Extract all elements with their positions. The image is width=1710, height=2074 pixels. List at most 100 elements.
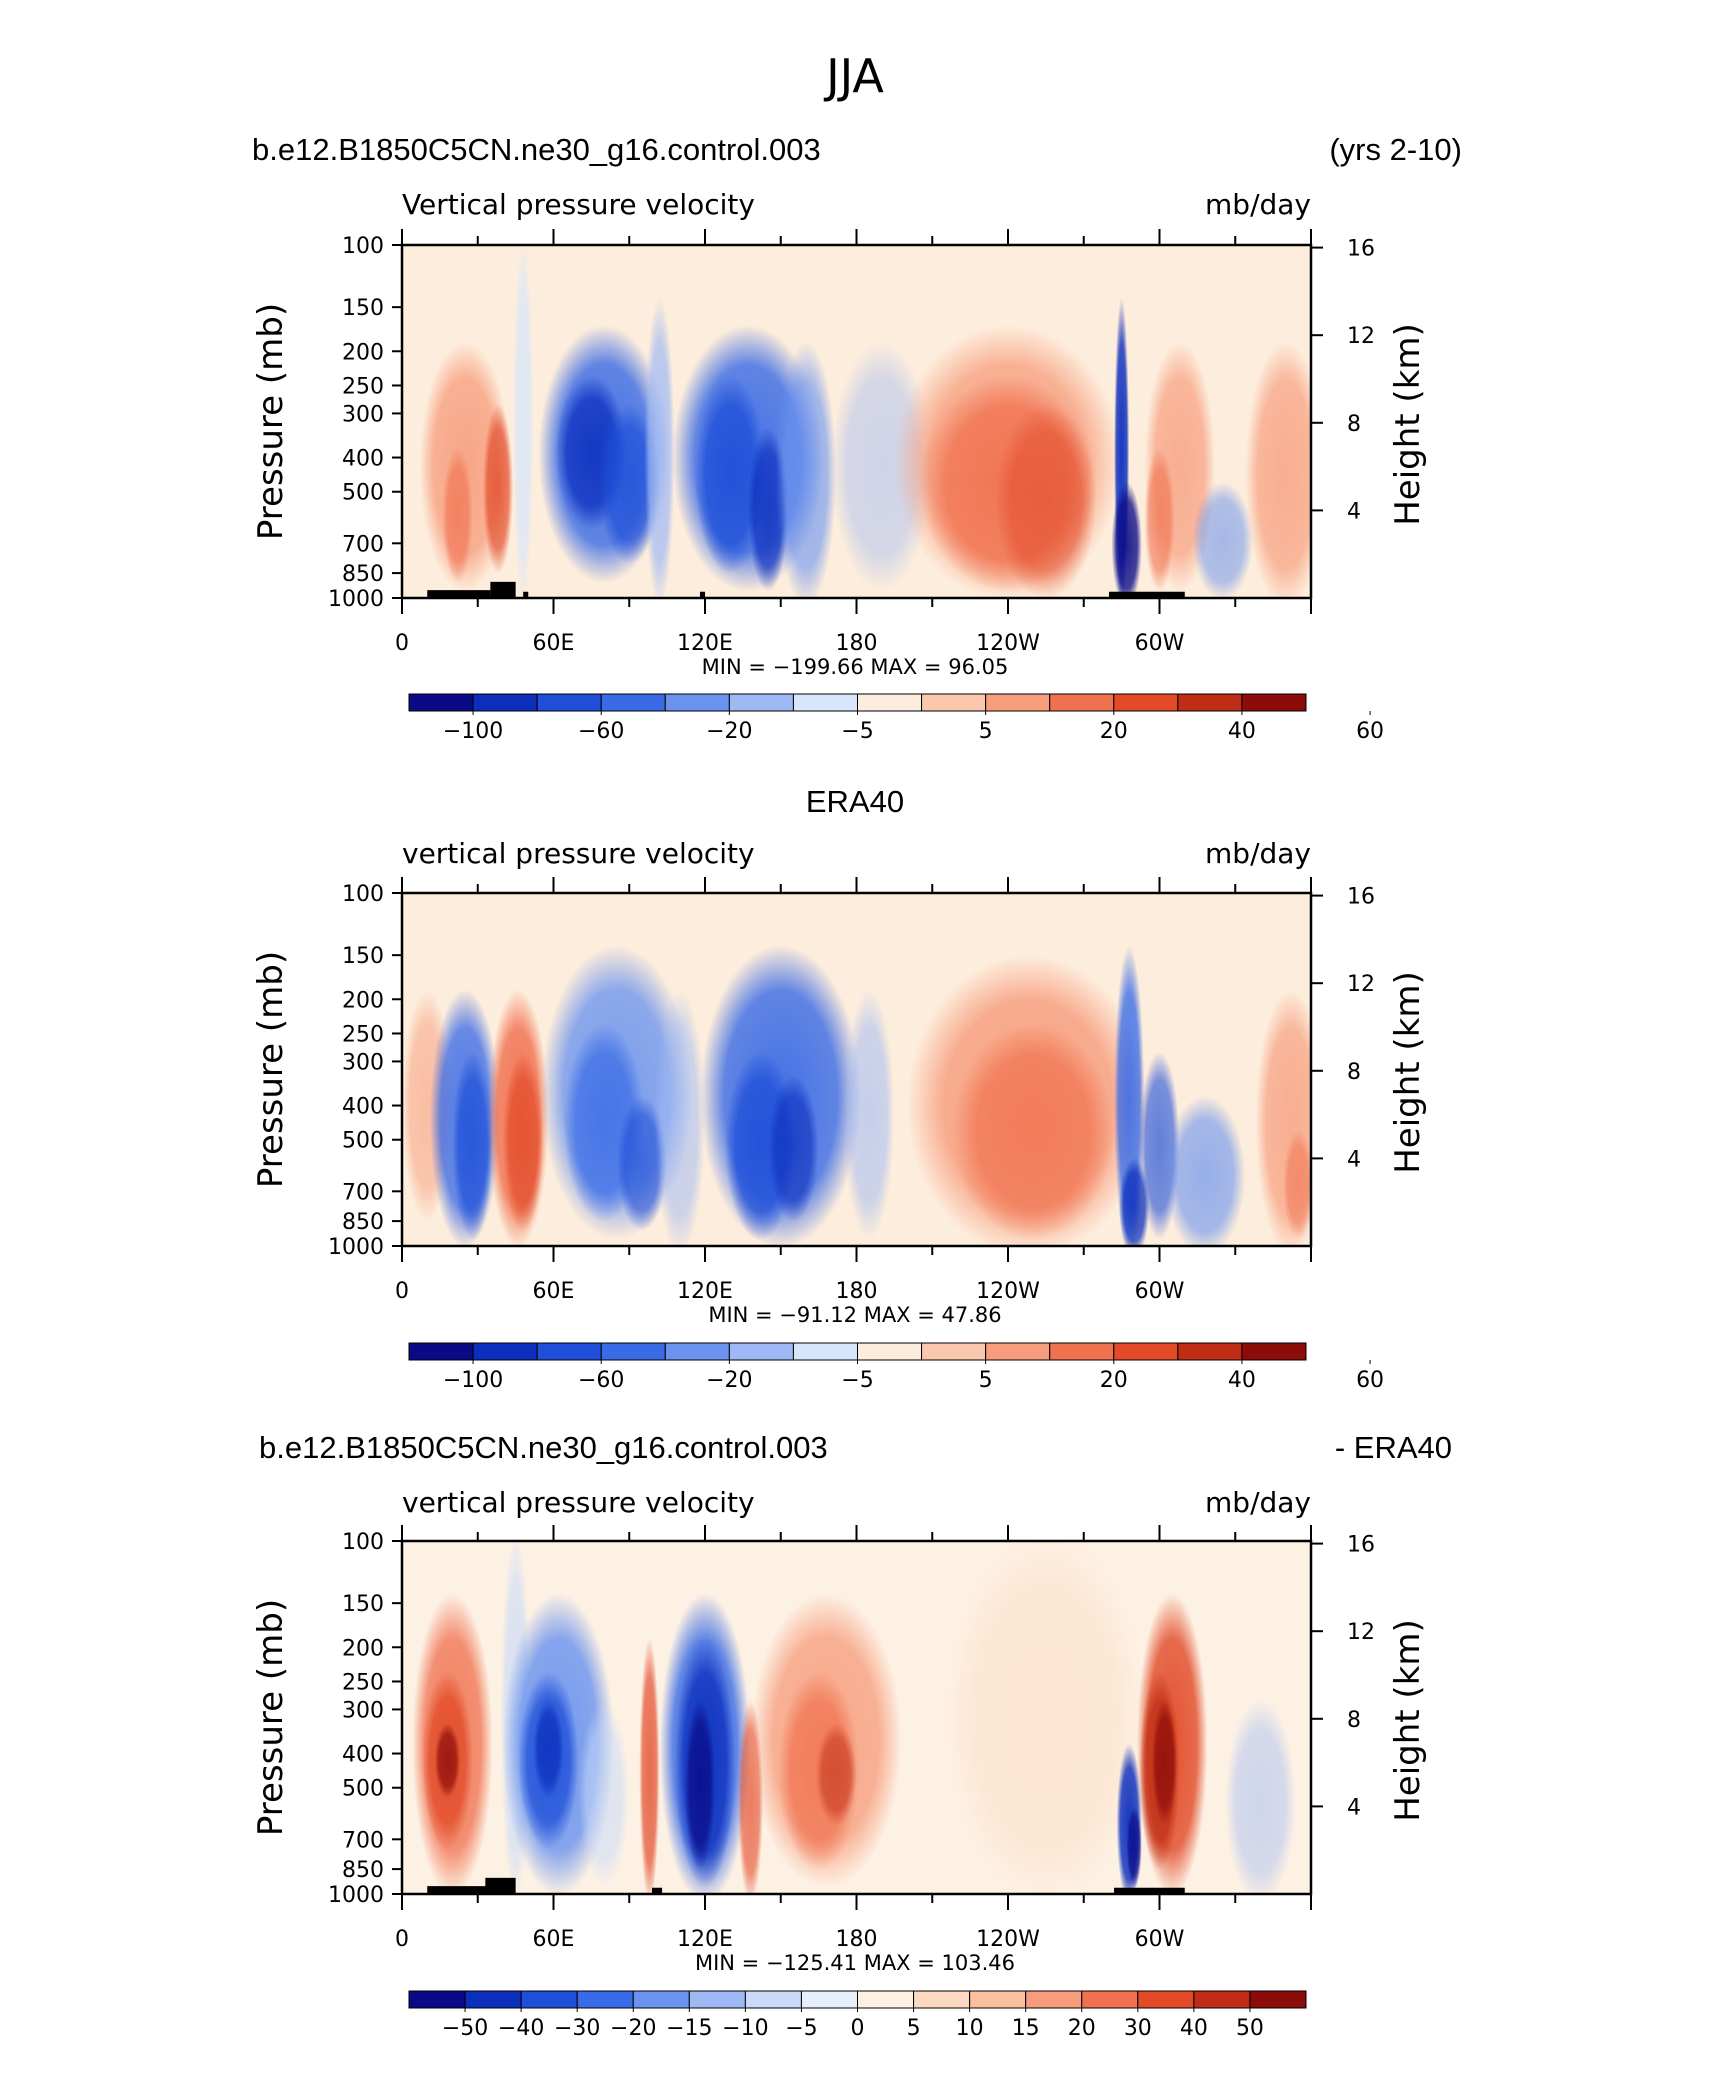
colorbar-swatch [744, 1990, 802, 2009]
height-tick-label: 4 [1347, 499, 1361, 524]
field-blob [1126, 1805, 1142, 1888]
colorbar-label: −60 [578, 1368, 624, 1393]
colorbar-swatch [857, 1990, 915, 2009]
field-blob [1111, 481, 1142, 598]
height-tick-label: 8 [1347, 1708, 1361, 1733]
colorbar-swatch [1113, 1342, 1179, 1361]
colorbar: −100 −60 −20 −5 5 20 40 60 [408, 1342, 1384, 1393]
colorbar-label: −100 [443, 719, 503, 744]
colorbar-swatch [792, 693, 859, 712]
lon-tick-label: 60W [1135, 1927, 1185, 1952]
height-tick-label: 16 [1347, 1533, 1375, 1558]
field-blob [775, 341, 837, 598]
y-axis-label: Pressure (mb) [251, 951, 291, 1188]
colorbar-label: −50 [442, 2016, 488, 2041]
panel-header-right: - ERA40 [1335, 1430, 1452, 1465]
colorbar-swatch [600, 1342, 666, 1361]
pressure-tick-label: 200 [342, 1636, 384, 1661]
colorbar-label: 15 [1012, 2016, 1040, 2041]
panel-header-center: ERA40 [806, 784, 904, 819]
field-layer [402, 893, 1311, 1246]
y-axis-label-right: Height (km) [1388, 1619, 1428, 1822]
colorbar-label: −10 [722, 2016, 768, 2041]
field-blob [1283, 1129, 1311, 1240]
colorbar-swatch [857, 693, 923, 712]
y-axis-label: Pressure (mb) [251, 1599, 291, 1836]
colorbar-label: 40 [1228, 1368, 1256, 1393]
colorbar-label: −20 [610, 2016, 656, 2041]
colorbar-label: −20 [706, 719, 752, 744]
lon-tick-label: 120W [976, 631, 1040, 656]
panel-obs: ERA40 vertical pressure velocity mb/day … [251, 784, 1428, 1393]
pressure-tick-label: 300 [342, 402, 384, 427]
field-blob [452, 1051, 493, 1240]
pressure-tick-label: 100 [342, 1530, 384, 1555]
colorbar-swatch [913, 1990, 971, 2009]
pressure-tick-label: 250 [342, 1670, 384, 1695]
colorbar-label: −60 [578, 719, 624, 744]
heatmap-field [402, 893, 1311, 1246]
colorbar-label: −15 [666, 2016, 712, 2041]
field-blob [1192, 481, 1253, 598]
field-blob [578, 1699, 630, 1888]
land-mask [1109, 591, 1185, 598]
pressure-tick-label: 400 [342, 1743, 384, 1768]
y-axis-label: Pressure (mb) [251, 303, 291, 540]
colorbar-swatch [921, 1342, 987, 1361]
colorbar-swatch [985, 693, 1051, 712]
pressure-tick-label: 850 [342, 562, 384, 587]
field-blob [503, 1051, 544, 1232]
colorbar-label: 50 [1236, 2016, 1264, 2041]
colorbar-label: −5 [841, 1368, 873, 1393]
pressure-tick-label: 400 [342, 1095, 384, 1120]
colorbar-swatch [728, 1342, 794, 1361]
field-blob [995, 403, 1097, 598]
field-blob [434, 1723, 461, 1798]
colorbar-swatch [1177, 1342, 1243, 1361]
panel-model: b.e12.B1850C5CN.ne30_g16.control.003 (yr… [251, 132, 1462, 744]
colorbar: −50 −40 −30 −20 −15 −10 −5 0 5 10 15 20 30 40 50 [408, 1990, 1307, 2041]
height-tick-label: 16 [1347, 885, 1375, 910]
lon-tick-label: 60W [1135, 631, 1185, 656]
field-blob [1164, 1095, 1246, 1246]
lon-tick-label: 120E [677, 631, 733, 656]
colorbar-swatch [1249, 1990, 1307, 2009]
colorbar-label: −30 [554, 2016, 600, 2041]
colorbar-swatch [688, 1990, 746, 2009]
colorbar-label: 30 [1124, 2016, 1152, 2041]
panel-subtitle: vertical pressure velocity [402, 837, 755, 870]
height-tick-label: 8 [1347, 1060, 1361, 1085]
colorbar-label: 60 [1356, 1368, 1384, 1393]
field-blob [598, 403, 660, 564]
colorbar-label: 40 [1228, 719, 1256, 744]
panel-diff: b.e12.B1850C5CN.ne30_g16.control.003 - E… [251, 1430, 1452, 2041]
colorbar-swatch [800, 1990, 858, 2009]
page-title: JJA [823, 49, 884, 103]
colorbar-label: 20 [1100, 1368, 1128, 1393]
colorbar-swatch [664, 693, 730, 712]
pressure-tick-label: 500 [342, 1129, 384, 1154]
panel-header-left: b.e12.B1850C5CN.ne30_g16.control.003 [259, 1430, 828, 1465]
panel-units: mb/day [1205, 188, 1311, 221]
colorbar-swatch [536, 1342, 602, 1361]
colorbar-label: −40 [498, 2016, 544, 2041]
colorbar-label: −5 [785, 2016, 817, 2041]
field-blob [1245, 341, 1311, 598]
colorbar-swatch [664, 1342, 730, 1361]
colorbar-swatch [632, 1990, 690, 2009]
pressure-tick-label: 700 [342, 532, 384, 557]
colorbar-swatch [472, 693, 538, 712]
stats-text: MIN = −91.12 MAX = 47.86 [708, 1303, 1001, 1327]
field-blob [816, 1723, 857, 1826]
pressure-tick-label: 850 [342, 1858, 384, 1883]
land-mask [651, 1887, 663, 1894]
field-layer [402, 245, 1311, 598]
lon-tick-label: 180 [836, 1927, 878, 1952]
pressure-tick-label: 500 [342, 1777, 384, 1802]
colorbar-swatch [1241, 1342, 1307, 1361]
lon-tick-label: 180 [836, 1279, 878, 1304]
lon-tick-label: 180 [836, 631, 878, 656]
colorbar-swatch [1137, 1990, 1195, 2009]
